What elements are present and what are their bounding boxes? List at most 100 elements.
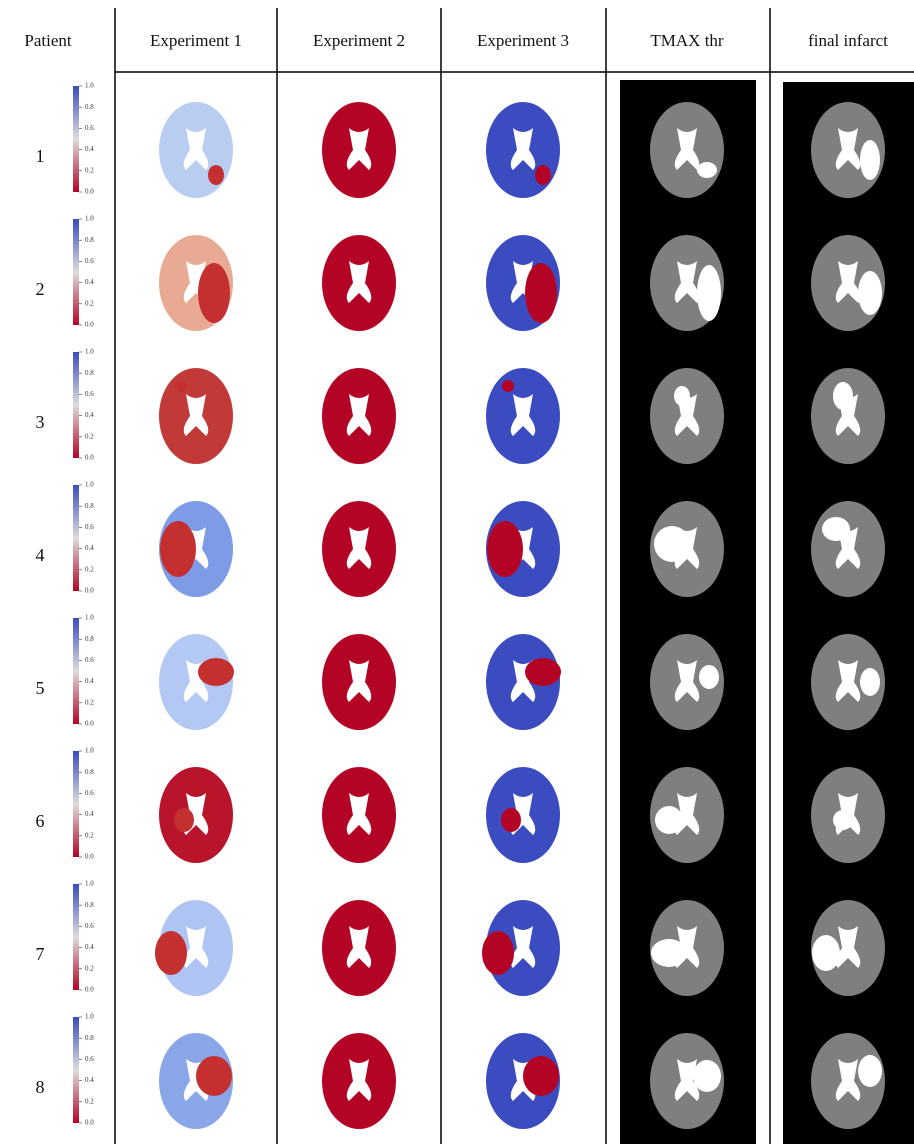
experiment-2-map [322, 634, 396, 730]
experiment-3-map [486, 634, 561, 730]
colorbar-tick-label: 1.0 [85, 880, 94, 888]
colorbar-tick-label: 0.6 [85, 656, 94, 664]
patient-number: 1 [36, 146, 45, 166]
ventricle [835, 660, 861, 702]
colorbar [73, 751, 79, 857]
colorbar-tick-label: 0.4 [85, 145, 94, 153]
colorbar-tick-label: 0.2 [85, 166, 94, 174]
lesion [198, 263, 230, 323]
infarct-map [811, 102, 885, 198]
experiment-2-map [322, 1033, 396, 1129]
colorbar-tick-label: 0.8 [85, 1034, 94, 1042]
colorbar [73, 86, 79, 192]
ventricle [835, 128, 861, 170]
colorbar-tick-label: 0.4 [85, 943, 94, 951]
experiment-1-map [159, 102, 233, 198]
experiment-1-map [159, 767, 233, 863]
lesion [651, 939, 687, 967]
tmax-map [650, 1033, 724, 1129]
lesion [860, 668, 880, 696]
lesion [654, 526, 690, 562]
ventricle [835, 1059, 861, 1101]
colorbar [73, 1017, 79, 1123]
colorbar-tick-label: 1.0 [85, 82, 94, 90]
colorbar-tick-label: 0.4 [85, 278, 94, 286]
ventricle [835, 261, 861, 303]
colorbar [73, 884, 79, 990]
tmax-map [650, 900, 724, 996]
lesion [858, 1055, 882, 1087]
experiment-3-map [486, 368, 560, 464]
lesion [501, 808, 521, 832]
experiment-3-map [482, 900, 560, 996]
colorbar-tick-label: 0.4 [85, 411, 94, 419]
colorbar-tick-label: 0.2 [85, 565, 94, 573]
colorbar-tick-label: 0.8 [85, 635, 94, 643]
ventricle [346, 1059, 372, 1101]
colorbar-tick-label: 0.8 [85, 901, 94, 909]
colorbar-tick-label: 0.0 [85, 188, 94, 196]
infarct-map [811, 634, 885, 730]
lesion [175, 380, 187, 392]
infarct-map [811, 900, 885, 996]
experiment-1-map [159, 1033, 233, 1129]
colorbar-tick-label: 0.6 [85, 390, 94, 398]
experiment-2-map [322, 368, 396, 464]
lesion [208, 165, 224, 185]
column-header: Experiment 2 [313, 31, 405, 50]
lesion [699, 665, 719, 689]
colorbar-tick-label: 0.4 [85, 544, 94, 552]
ventricle [346, 394, 372, 436]
experiment-1-map [159, 634, 234, 730]
header-patient: Patient [24, 31, 71, 50]
lesion [833, 810, 853, 830]
experiment-2-map [322, 900, 396, 996]
lesion [196, 1056, 232, 1096]
ventricle [674, 660, 700, 702]
colorbar-tick-label: 0.0 [85, 853, 94, 861]
colorbar [73, 352, 79, 458]
experiment-2-map [322, 767, 396, 863]
infarct-map [811, 1033, 885, 1129]
colorbar-tick-label: 0.0 [85, 986, 94, 994]
experiment-2-map [322, 235, 396, 331]
colorbar-tick-label: 1.0 [85, 481, 94, 489]
colorbar-tick-label: 0.2 [85, 831, 94, 839]
lesion [160, 521, 196, 577]
tmax-map [650, 634, 724, 730]
column-header: Experiment 3 [477, 31, 569, 50]
ventricle [674, 1059, 700, 1101]
colorbar-tick-label: 1.0 [85, 215, 94, 223]
lesion [833, 382, 853, 410]
ventricle [346, 660, 372, 702]
ventricle [183, 926, 209, 968]
colorbar-tick-label: 0.0 [85, 1119, 94, 1127]
experiment-3-map [486, 767, 560, 863]
lesion [198, 658, 234, 686]
lesion [812, 935, 840, 971]
ventricle [510, 926, 536, 968]
experiment-1-map [155, 900, 233, 996]
experiment-1-map [159, 501, 233, 597]
lesion [674, 386, 690, 406]
experiment-3-map [486, 1033, 560, 1129]
ventricle [510, 394, 536, 436]
tmax-map [650, 235, 724, 331]
patient-number: 5 [36, 678, 45, 698]
colorbar-tick-label: 0.8 [85, 502, 94, 510]
experiment-2-map [322, 102, 396, 198]
patient-number: 6 [36, 811, 45, 831]
ventricle [346, 793, 372, 835]
infarct-map [811, 767, 885, 863]
colorbar-tick-label: 0.4 [85, 677, 94, 685]
ventricle [346, 261, 372, 303]
infarct-map [811, 501, 885, 597]
colorbar [73, 219, 79, 325]
ventricle [674, 128, 700, 170]
colorbar-tick-label: 0.8 [85, 768, 94, 776]
column-header: Experiment 1 [150, 31, 242, 50]
colorbar-tick-label: 0.6 [85, 1055, 94, 1063]
patient-number: 7 [36, 944, 45, 964]
experiment-3-map [486, 235, 560, 331]
ventricle [510, 128, 536, 170]
